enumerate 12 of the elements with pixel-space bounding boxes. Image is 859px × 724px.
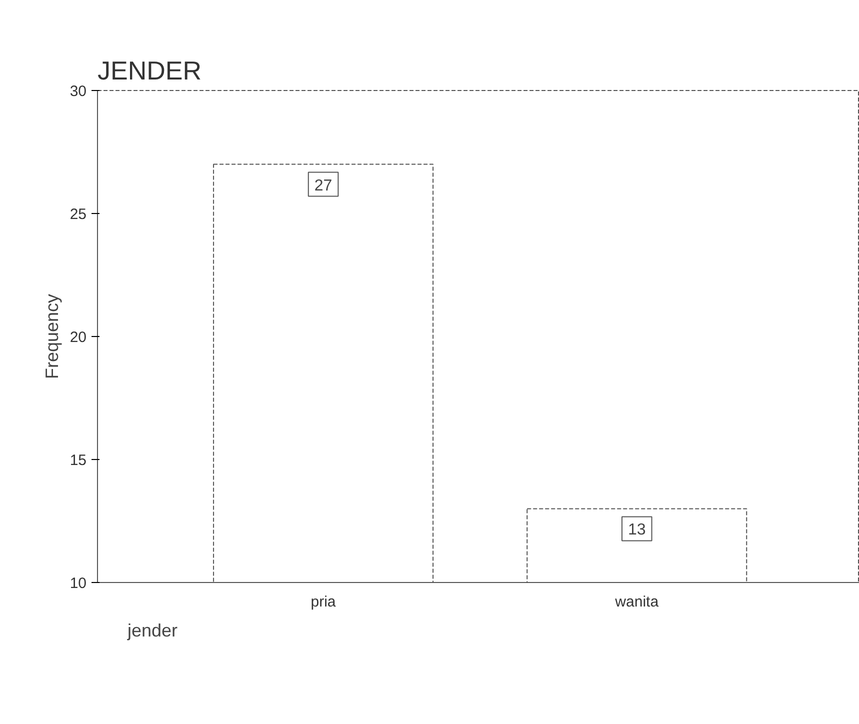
data-label: 13 [628,522,646,539]
y-tick-label: 15 [70,452,87,469]
y-tick-label: 20 [70,329,87,346]
y-tick-label: 10 [70,575,87,592]
x-tick-label: wanita [614,594,660,610]
x-tick-label: pria [310,594,336,610]
chart-title: JENDER [98,56,202,86]
y-tick-label: 25 [70,206,87,223]
y-tick-label: 30 [70,83,87,100]
y-axis-title: Frequency [42,294,62,380]
x-axis-title: jender [126,620,178,640]
data-label: 27 [314,177,332,194]
